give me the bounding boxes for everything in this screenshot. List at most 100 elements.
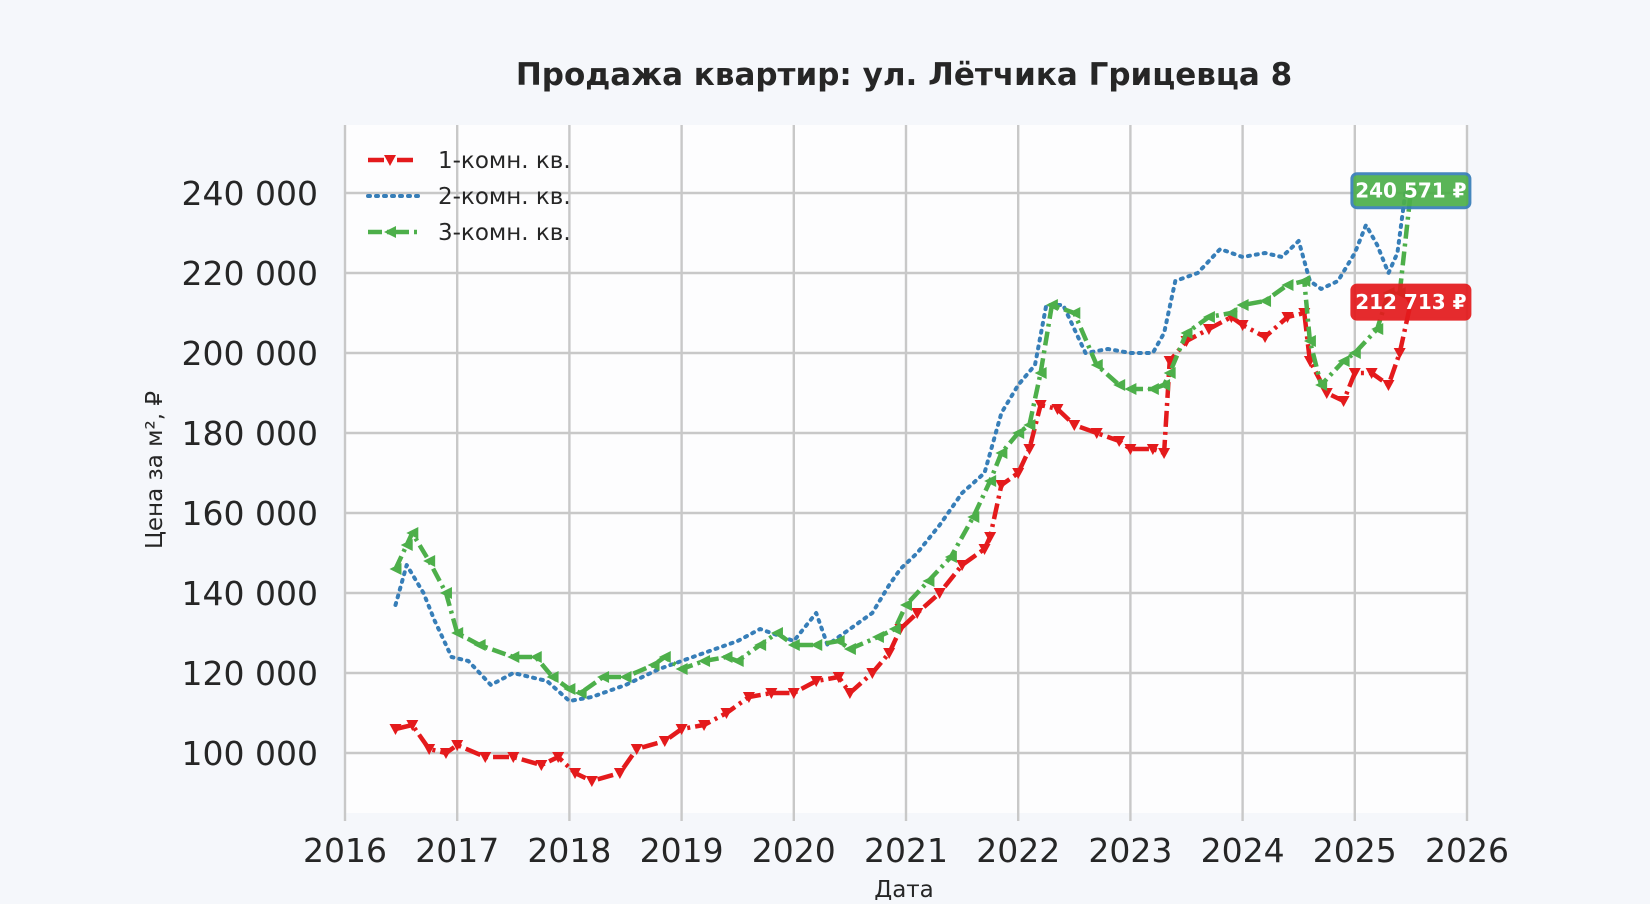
data-point — [978, 544, 991, 555]
data-point — [698, 720, 711, 731]
data-point — [995, 480, 1008, 491]
data-point — [1180, 327, 1193, 339]
series-1 — [389, 297, 1417, 787]
data-point — [1303, 335, 1316, 347]
data-point — [843, 643, 856, 655]
data-point — [888, 623, 901, 635]
x-tick-label: 2022 — [976, 831, 1060, 870]
data-point — [1320, 388, 1333, 399]
data-point — [731, 655, 744, 667]
data-point — [1371, 323, 1384, 335]
data-point — [810, 676, 823, 687]
y-tick-label: 100 000 — [182, 734, 318, 773]
data-point — [984, 532, 997, 543]
data-point — [1068, 307, 1081, 319]
data-point — [389, 563, 402, 575]
legend-marker — [384, 226, 396, 238]
data-point — [451, 627, 464, 639]
y-axis-label: Цена за м², ₽ — [142, 391, 168, 549]
value-badge: 240 571 ₽ — [1350, 172, 1472, 210]
data-point — [1012, 468, 1025, 479]
data-point — [1124, 444, 1137, 455]
data-point — [1348, 347, 1361, 359]
data-point — [630, 744, 643, 755]
data-point — [451, 740, 464, 751]
x-tick-label: 2023 — [1088, 831, 1172, 870]
data-point — [1158, 379, 1171, 391]
legend-item: 1-комн. кв. — [368, 148, 571, 174]
x-tick-label: 2021 — [864, 831, 948, 870]
data-point — [866, 668, 879, 679]
x-tick-label: 2020 — [752, 831, 836, 870]
y-tick-label: 140 000 — [182, 574, 318, 613]
data-point — [933, 588, 946, 599]
legend: 1-комн. кв. 2-комн. кв. 3-комн. кв. — [366, 148, 571, 246]
data-point — [585, 776, 598, 787]
x-axis-label: Дата — [874, 877, 934, 900]
data-point — [658, 651, 671, 663]
data-point — [698, 655, 711, 667]
data-point — [922, 575, 935, 587]
data-point — [613, 768, 626, 779]
x-tick-label: 2019 — [640, 831, 724, 870]
data-point — [995, 447, 1008, 459]
data-point — [479, 752, 492, 763]
data-point — [1298, 275, 1311, 287]
data-point — [439, 748, 452, 759]
data-point — [1315, 379, 1328, 391]
data-point — [1113, 379, 1126, 391]
data-point — [1090, 428, 1103, 439]
x-tick-label: 2024 — [1201, 831, 1285, 870]
value-badge-label: 240 571 ₽ — [1355, 179, 1466, 203]
data-point — [400, 539, 413, 551]
y-tick-label: 220 000 — [182, 254, 318, 293]
data-point — [1163, 356, 1176, 367]
value-badge-box — [1350, 283, 1472, 321]
data-point — [1113, 436, 1126, 447]
grid-lines — [343, 125, 1469, 821]
data-point — [787, 639, 800, 651]
data-point — [1045, 299, 1058, 311]
chart-title: Продажа квартир: ул. Лётчика Грицевца 8 — [516, 57, 1292, 93]
data-point — [956, 560, 969, 571]
series-3 — [389, 184, 1417, 699]
data-point — [900, 599, 912, 611]
data-point — [1259, 332, 1272, 343]
data-point — [1146, 383, 1159, 395]
data-point — [1146, 444, 1159, 455]
y-tick-label: 180 000 — [182, 414, 318, 453]
data-point — [546, 671, 559, 683]
legend-label: 2-комн. кв. — [438, 184, 571, 210]
value-badge-box — [1350, 172, 1472, 210]
data-point — [1023, 419, 1036, 431]
data-point — [967, 511, 980, 523]
data-point — [832, 635, 845, 647]
data-point — [1281, 312, 1294, 323]
data-point — [597, 671, 610, 683]
data-point — [507, 651, 520, 663]
data-point — [754, 639, 767, 651]
data-point — [742, 692, 755, 703]
data-point — [1163, 367, 1176, 379]
data-point — [871, 631, 884, 643]
data-point — [1225, 307, 1238, 319]
data-point — [720, 708, 733, 719]
value-badge-label: 212 713 ₽ — [1355, 290, 1466, 314]
data-point — [1012, 427, 1025, 439]
data-point — [1236, 320, 1249, 331]
data-point — [765, 688, 778, 699]
data-point — [423, 555, 436, 567]
series-layer — [389, 184, 1417, 787]
data-point — [1281, 279, 1294, 291]
data-point — [406, 720, 419, 731]
data-point — [1124, 383, 1137, 395]
data-point — [944, 551, 957, 563]
data-point — [1023, 444, 1036, 455]
data-point — [1034, 367, 1047, 379]
y-tick-label: 160 000 — [182, 494, 318, 533]
data-point — [1051, 404, 1064, 415]
data-point — [1393, 348, 1406, 359]
data-point — [675, 663, 688, 675]
